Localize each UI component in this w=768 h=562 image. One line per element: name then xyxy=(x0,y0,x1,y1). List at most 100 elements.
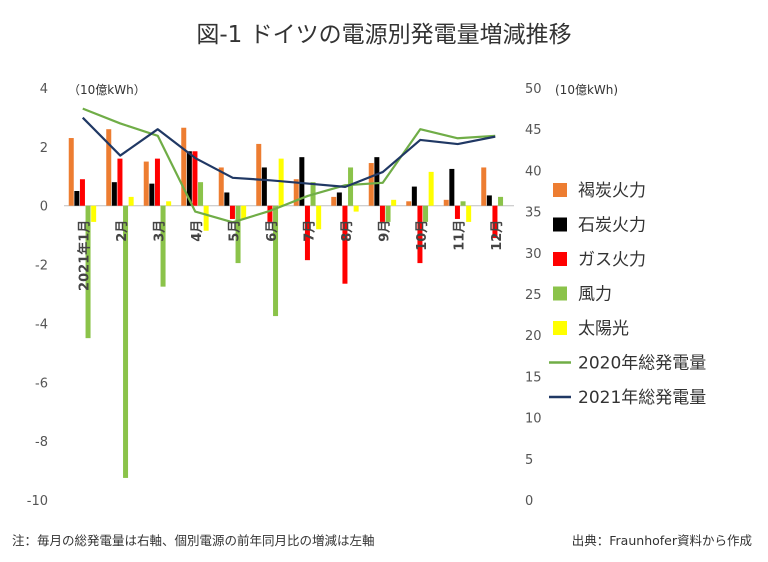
bar xyxy=(85,205,91,339)
bar xyxy=(486,195,492,206)
month-tick-label: 3月 xyxy=(153,220,168,242)
bar xyxy=(218,167,224,206)
bar xyxy=(374,157,380,206)
bar xyxy=(331,196,337,206)
legend-label: 風力 xyxy=(578,285,612,305)
right-tick-label: 30 xyxy=(525,247,542,262)
month-tick-label: 6月 xyxy=(265,220,280,242)
bar xyxy=(91,205,97,222)
bar xyxy=(256,143,262,206)
bar xyxy=(224,192,230,206)
right-tick-label: 20 xyxy=(525,329,542,344)
legend-label: ガス火力 xyxy=(578,250,646,270)
bar xyxy=(154,158,160,206)
left-tick-label: -2 xyxy=(35,259,48,274)
month-tick-label: 2021年1月 xyxy=(77,220,93,291)
bar xyxy=(423,205,429,222)
bar xyxy=(241,205,247,219)
bar xyxy=(353,205,359,212)
left-tick-label: -6 xyxy=(35,376,48,391)
left-tick-label: -8 xyxy=(35,435,48,450)
month-tick-label: 10月 xyxy=(415,220,430,251)
bar xyxy=(198,182,204,206)
bar xyxy=(454,205,460,219)
source-text: 出典：Fraunhofer資料から作成 xyxy=(572,533,752,548)
bar xyxy=(304,205,310,261)
bar xyxy=(428,171,434,206)
right-tick-label: 25 xyxy=(525,288,542,303)
right-tick-label: 15 xyxy=(525,370,542,385)
legend-label: 2020年総発電量 xyxy=(578,354,706,374)
bar xyxy=(74,191,80,206)
line-series-group xyxy=(81,107,496,224)
bar-series-group xyxy=(68,127,504,478)
bar xyxy=(267,205,273,222)
bar xyxy=(117,158,123,206)
month-tick-label: 8月 xyxy=(340,220,355,242)
bar xyxy=(143,161,149,206)
bar xyxy=(273,205,279,317)
month-tick-label: 7月 xyxy=(303,220,318,242)
bar xyxy=(160,205,166,287)
bar xyxy=(293,179,299,206)
bar xyxy=(79,179,85,206)
bar xyxy=(492,205,498,239)
left-tick-label: 4 xyxy=(40,82,48,97)
bar xyxy=(417,205,423,264)
left-axis-unit: （10億kWh） xyxy=(68,83,146,97)
bar xyxy=(316,205,322,230)
left-tick-label: 2 xyxy=(40,141,48,156)
bar xyxy=(149,183,155,206)
right-tick-label: 10 xyxy=(525,412,542,427)
bar xyxy=(123,205,129,478)
bar xyxy=(229,205,235,219)
bar xyxy=(449,168,455,206)
bar xyxy=(181,127,187,206)
bar xyxy=(336,192,342,206)
bar xyxy=(460,201,466,206)
left-tick-label: 0 xyxy=(40,200,48,215)
bar xyxy=(111,182,117,206)
right-tick-label: 5 xyxy=(525,453,533,468)
bar xyxy=(411,186,417,206)
bar xyxy=(186,151,192,206)
legend-label: 石炭火力 xyxy=(578,216,646,236)
legend-swatch xyxy=(553,217,567,232)
legend-swatch xyxy=(553,183,567,197)
left-tick-label: -4 xyxy=(35,317,48,332)
bar xyxy=(385,205,391,222)
month-tick-label: 9月 xyxy=(378,220,393,242)
right-tick-label: 40 xyxy=(525,164,542,179)
note-text: 注：毎月の総発電量は右軸、個別電源の前年同月比の増減は左軸 xyxy=(12,533,375,548)
right-tick-label: 0 xyxy=(525,494,533,509)
month-tick-label: 11月 xyxy=(453,220,468,251)
bar xyxy=(68,138,74,206)
left-axis-ticks: 4 2 0 -2 -4 -6 -8 -10 xyxy=(27,82,48,509)
month-tick-label: 4月 xyxy=(190,220,205,242)
bar xyxy=(342,205,348,284)
right-tick-label: 45 xyxy=(525,123,542,138)
bar xyxy=(192,151,198,206)
bar xyxy=(128,196,134,206)
bar xyxy=(203,205,209,231)
bar xyxy=(466,205,472,222)
legend-label: 太陽光 xyxy=(578,319,629,339)
bar xyxy=(481,167,487,206)
bar xyxy=(261,167,267,206)
legend-swatch xyxy=(553,321,567,335)
legend-label: 褐炭火力 xyxy=(578,181,646,201)
legend-swatch xyxy=(553,252,567,266)
bar xyxy=(166,201,172,206)
bar xyxy=(498,196,504,206)
chart-title: 図-1 ドイツの電源別発電量増減推移 xyxy=(196,22,571,48)
bar xyxy=(235,205,241,264)
right-tick-label: 35 xyxy=(525,206,542,221)
month-tick-label: 2月 xyxy=(115,220,130,242)
month-tick-label: 12月 xyxy=(490,220,505,251)
bar xyxy=(406,201,412,206)
month-tick-label: 5月 xyxy=(228,220,243,242)
month-labels: 2021年1月 2月 3月 4月 5月 6月 7月 8月 9月 10月 11月 12月 xyxy=(77,220,506,291)
bar xyxy=(391,199,397,206)
